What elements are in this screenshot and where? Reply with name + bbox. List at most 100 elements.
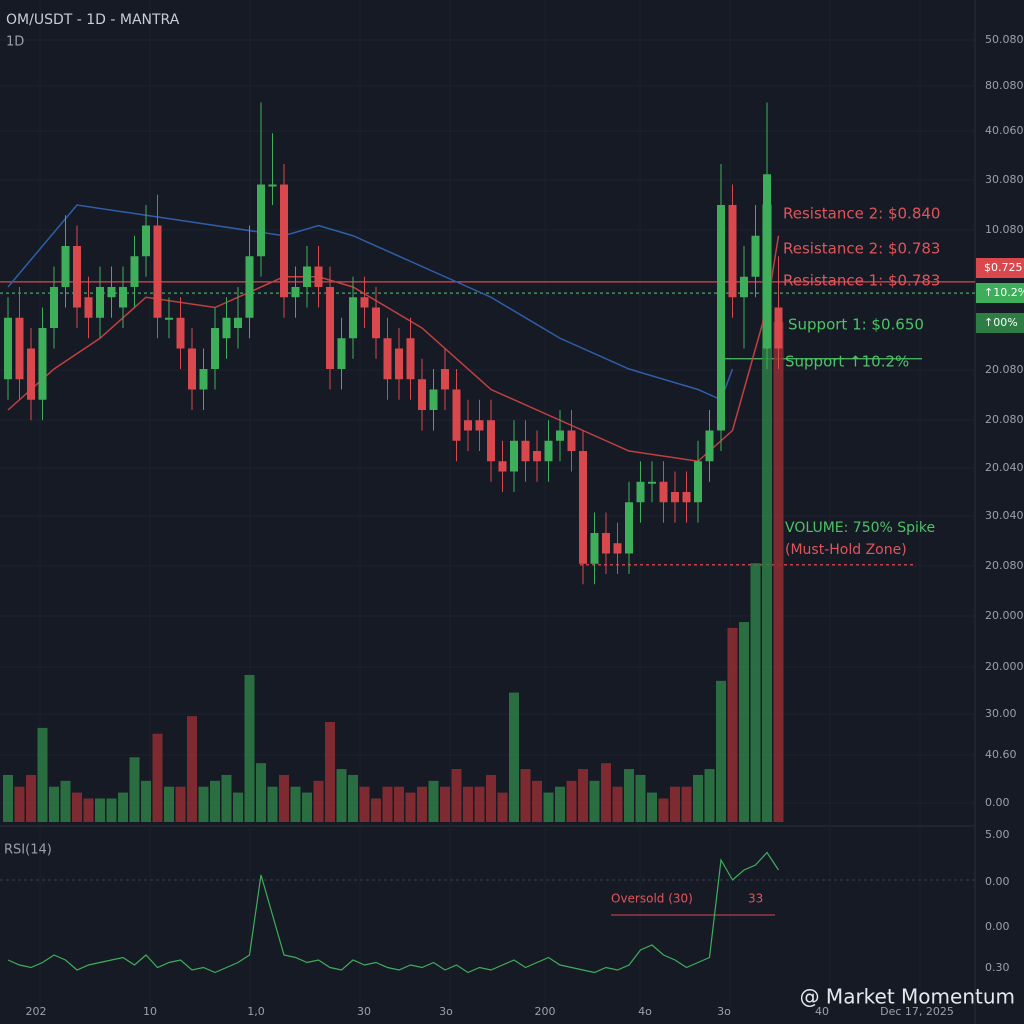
volume-bar bbox=[612, 786, 623, 822]
volume-bar bbox=[739, 622, 749, 822]
volume-bar bbox=[394, 786, 404, 822]
volume-bar bbox=[175, 786, 186, 822]
volume-bar bbox=[693, 774, 703, 822]
candle-body bbox=[613, 543, 622, 554]
volume-bar bbox=[578, 769, 588, 822]
volume-bar bbox=[566, 780, 577, 822]
y-axis-label: 30.080 bbox=[985, 173, 1024, 186]
rsi-line bbox=[7, 851, 780, 974]
candle-body bbox=[740, 276, 748, 298]
volume-bar bbox=[3, 774, 13, 822]
volume-bar bbox=[83, 798, 94, 822]
candle-body bbox=[211, 328, 219, 369]
volume-bar bbox=[359, 786, 370, 822]
candle-body bbox=[659, 481, 668, 503]
candle-body bbox=[774, 307, 783, 349]
rsi-axis-label: 0.00 bbox=[985, 920, 1010, 933]
volume-bar bbox=[773, 322, 784, 822]
volume-bar bbox=[60, 780, 71, 822]
candle-body bbox=[464, 420, 472, 431]
candle-body bbox=[153, 225, 162, 318]
candle-body bbox=[199, 369, 208, 390]
volume-bar bbox=[497, 792, 508, 822]
y-axis-label: 20.000 bbox=[985, 660, 1024, 673]
candle-body bbox=[751, 235, 760, 277]
volume-bar bbox=[325, 722, 335, 822]
rsi-title: RSI(14) bbox=[4, 843, 52, 858]
y-axis-label: 50.080 bbox=[985, 33, 1024, 46]
candle-body bbox=[50, 287, 58, 328]
x-tick-label: 30 bbox=[357, 1005, 371, 1018]
candle-body bbox=[130, 256, 139, 287]
candle-body bbox=[544, 440, 553, 462]
candle-body bbox=[314, 266, 323, 287]
candle-body bbox=[73, 246, 81, 308]
volume-bar bbox=[727, 627, 738, 822]
price-tag-label: ↑10.2% bbox=[984, 286, 1024, 299]
volume-bar bbox=[509, 692, 519, 822]
volume-bar bbox=[14, 786, 25, 822]
volume-bar bbox=[440, 786, 450, 822]
y-axis-label: 20.080 bbox=[985, 363, 1024, 376]
y-axis-label: 20.080 bbox=[985, 413, 1024, 426]
candle-body bbox=[303, 266, 311, 287]
x-tick-label: 1,0 bbox=[247, 1005, 265, 1018]
candle-body bbox=[602, 533, 610, 554]
candle-body bbox=[119, 287, 127, 308]
candle-body bbox=[383, 338, 392, 380]
candle-body bbox=[648, 481, 656, 484]
candle-body bbox=[176, 317, 185, 349]
candle-body bbox=[234, 317, 242, 328]
volume-bar bbox=[267, 786, 278, 822]
candle-body bbox=[349, 297, 357, 339]
volume-bar bbox=[290, 786, 301, 822]
volume-bar bbox=[198, 786, 209, 822]
candle-body bbox=[61, 246, 70, 287]
y-axis-label: 30.040 bbox=[985, 509, 1024, 522]
volume-bar bbox=[244, 674, 255, 822]
candle-body bbox=[372, 307, 380, 339]
annotation: Resistance 2: $0.840 bbox=[783, 205, 940, 223]
volume-bar bbox=[187, 716, 197, 822]
price-tag bbox=[976, 258, 1024, 278]
x-tick-label: 3o bbox=[439, 1005, 453, 1018]
candle-body bbox=[107, 287, 116, 298]
volume-bar bbox=[141, 780, 151, 822]
candle-body bbox=[15, 317, 24, 380]
candle-body bbox=[682, 492, 691, 503]
candle-body bbox=[337, 338, 346, 369]
price-tag-label: $0.725 bbox=[984, 261, 1023, 274]
volume-bar bbox=[451, 769, 462, 822]
candle-body bbox=[717, 205, 725, 431]
volume-bar bbox=[520, 769, 531, 822]
volume-bar bbox=[118, 792, 128, 822]
candle-body bbox=[671, 492, 679, 503]
x-tick-label: Dec 17, 2025 bbox=[880, 1005, 954, 1018]
candle-body bbox=[222, 317, 231, 339]
volume-bar bbox=[532, 780, 542, 822]
volume-bar bbox=[486, 774, 496, 822]
candle-body bbox=[694, 461, 702, 503]
volume-bar bbox=[313, 780, 324, 822]
candle-body bbox=[142, 225, 150, 257]
volume-bar bbox=[302, 792, 312, 822]
x-tick-label: 40 bbox=[815, 1005, 829, 1018]
candle-body bbox=[291, 287, 300, 298]
candle-body bbox=[268, 184, 277, 187]
y-axis-label: 20.040 bbox=[985, 461, 1024, 474]
chart-subtitle: 1D bbox=[6, 35, 24, 50]
y-axis-label: 10.080 bbox=[985, 223, 1024, 236]
volume-bar bbox=[750, 563, 761, 822]
candle-body bbox=[590, 533, 599, 564]
volume-bar bbox=[382, 786, 393, 822]
candle-body bbox=[763, 174, 771, 349]
volume-bar bbox=[624, 769, 634, 822]
price-tag bbox=[976, 313, 1024, 333]
y-axis-label: 0.00 bbox=[985, 796, 1010, 809]
annotation: (Must-Hold Zone) bbox=[785, 542, 907, 558]
annotation: VOLUME: 750% Spike bbox=[785, 520, 935, 536]
candle-body bbox=[728, 205, 737, 298]
price-tag-label: ↑00% bbox=[984, 316, 1018, 329]
